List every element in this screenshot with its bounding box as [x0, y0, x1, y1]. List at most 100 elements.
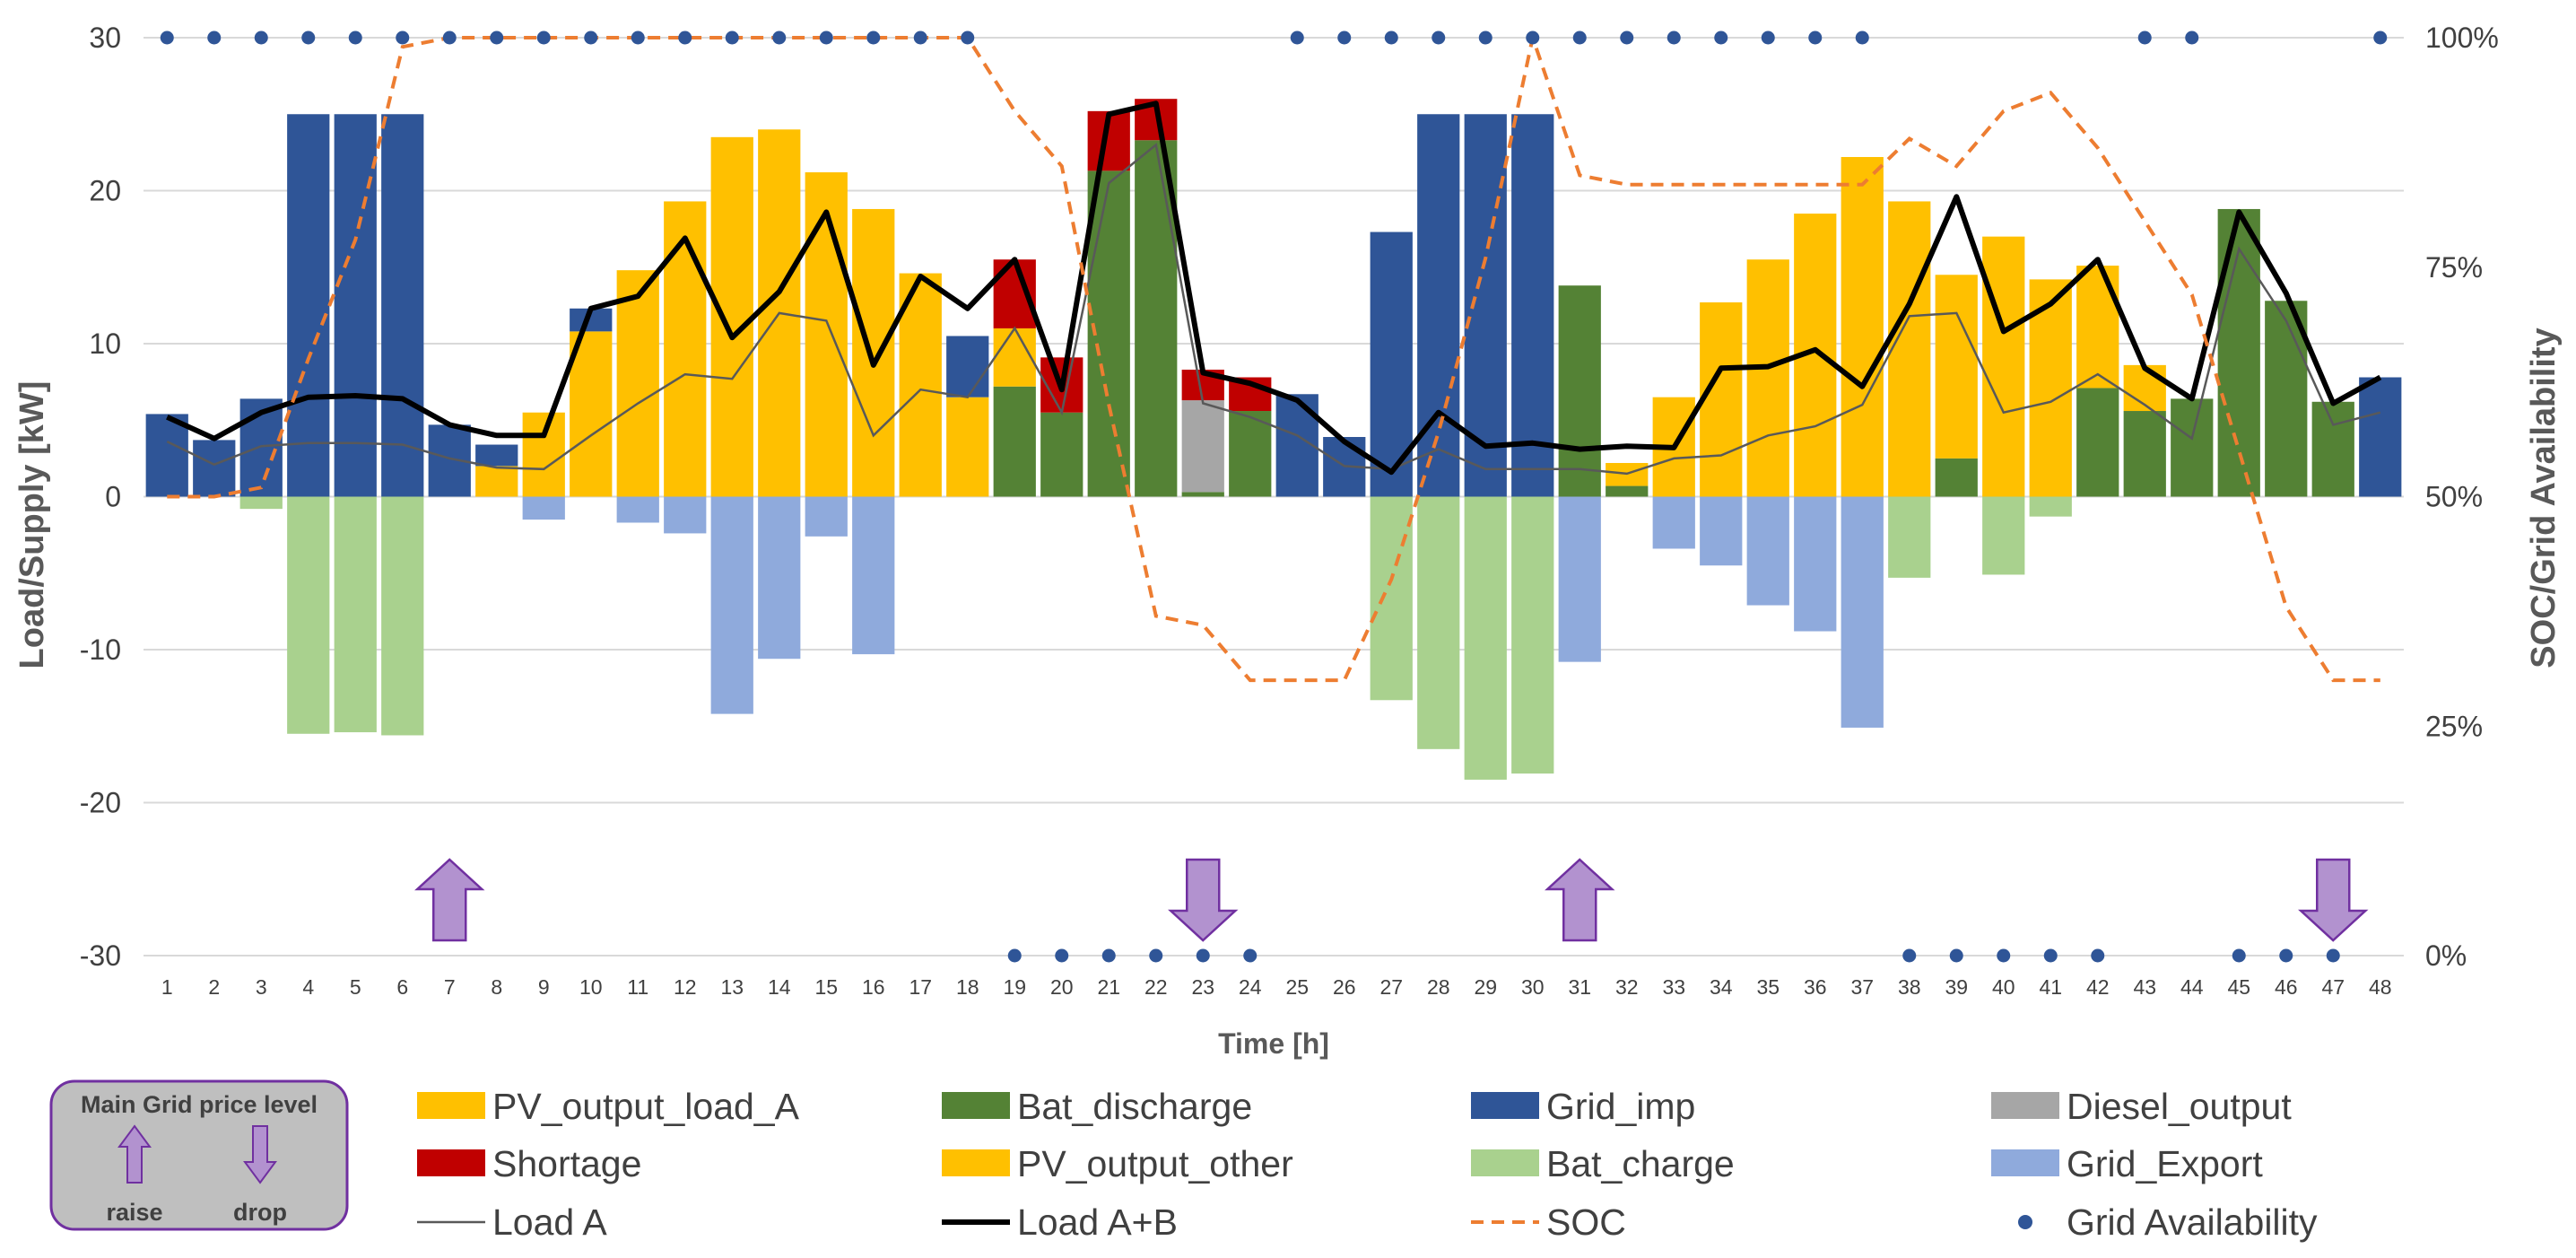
bar-grid-imp — [334, 114, 377, 497]
x-tick-label: 11 — [627, 975, 648, 999]
bar-pv-output-load-a — [1746, 259, 1789, 497]
bar-bat-charge — [1370, 496, 1413, 701]
legend: PV_output_load_A Bat_discharge Grid_imp Die… — [417, 1086, 2318, 1243]
bar-diesel-output — [1181, 400, 1224, 493]
legend-pv-output-other-swatch — [942, 1149, 1010, 1176]
grid-availability-dot — [631, 31, 645, 45]
bar-grid-export — [758, 496, 801, 660]
grid-availability-dot — [1949, 948, 1963, 963]
bar-bat-discharge — [1606, 485, 1649, 497]
x-tick-label: 8 — [491, 975, 502, 999]
bar-bat-discharge — [993, 386, 1036, 497]
grid-availability-dot — [866, 31, 881, 45]
load-a-line — [166, 143, 2381, 476]
bar-grid-export — [522, 496, 565, 520]
bar-bat-discharge — [2217, 208, 2260, 497]
grid-availability-dot — [1149, 948, 1163, 963]
legend-pv-output-load-a-swatch — [417, 1092, 485, 1119]
bar-grid-imp — [475, 444, 518, 467]
legend-grid-imp-label: Grid_imp — [1546, 1086, 1695, 1127]
x-tick-label: 14 — [768, 975, 791, 999]
grid-availability-dot — [301, 31, 316, 45]
x-tick-label: 47 — [2321, 975, 2345, 999]
x-tick-label: 36 — [1804, 975, 1827, 999]
bar-grid-export — [616, 496, 659, 523]
bar-grid-imp — [1417, 114, 1460, 497]
price-arrows — [414, 858, 2369, 942]
x-tick-label: 25 — [1285, 975, 1309, 999]
y-tick-label: 0 — [105, 481, 121, 513]
grid-availability-dot — [2279, 948, 2293, 963]
gridlines — [144, 37, 2404, 957]
grid-availability-dot — [160, 31, 174, 45]
grid-availability-dot — [961, 31, 975, 45]
x-tick-label: 1 — [161, 975, 173, 999]
y-tick-label: 30 — [89, 22, 121, 54]
grid-availability-dot — [2232, 948, 2246, 963]
y-tick-label: -10 — [80, 633, 121, 666]
legend-bat-charge-swatch — [1471, 1149, 1539, 1176]
y-tick-label: 10 — [89, 328, 121, 360]
legend-shortage-swatch — [417, 1149, 485, 1176]
bar-grid-export — [1841, 496, 1884, 728]
bar-pv-output-load-a — [710, 136, 753, 497]
x-tick-label: 40 — [1992, 975, 2015, 999]
bar-bat-charge — [287, 496, 330, 734]
x-tick-label: 23 — [1191, 975, 1214, 999]
bar-grid-export — [1652, 496, 1695, 549]
grid-availability-dot — [396, 31, 410, 45]
drop-arrow-icon — [243, 1125, 277, 1184]
bar-pv-output-load-a — [1888, 201, 1931, 497]
bar-bat-discharge — [1229, 411, 1272, 497]
bar-bat-discharge — [1040, 412, 1083, 497]
y2-tick-label: 75% — [2425, 251, 2483, 284]
grid-availability-dot — [584, 31, 598, 45]
soc-line — [167, 31, 2380, 683]
grid-availability-dot — [913, 31, 927, 45]
x-tick-label: 28 — [1427, 975, 1450, 999]
x-tick-label: 26 — [1333, 975, 1356, 999]
x-tick-label: 7 — [444, 975, 456, 999]
x-tick-label: 41 — [2039, 975, 2062, 999]
price-raise-arrow-icon — [414, 858, 485, 942]
y2-tick-label: 0% — [2425, 939, 2467, 972]
grid-availability-dot — [1196, 948, 1210, 963]
bar-pv-output-load-a — [475, 466, 518, 497]
left-y-axis-ticks: 30 20 10 0 -10 -20 -30 — [80, 22, 121, 972]
legend-shortage-label: Shortage — [492, 1143, 641, 1184]
legend-load-a-b-label: Load A+B — [1017, 1201, 1178, 1243]
bar-bat-charge — [1888, 496, 1931, 578]
x-axis-title: Time [h] — [1218, 1027, 1329, 1060]
x-tick-label: 12 — [674, 975, 697, 999]
grid-availability-dot — [2326, 948, 2340, 963]
bar-bat-discharge — [2171, 398, 2214, 497]
x-tick-label: 48 — [2369, 975, 2392, 999]
y-tick-label: -20 — [80, 787, 121, 819]
x-tick-label: 22 — [1144, 975, 1168, 999]
x-tick-label: 37 — [1850, 975, 1874, 999]
grid-availability-dot — [1667, 31, 1681, 45]
bar-pv-output-load-a — [1982, 236, 2025, 497]
x-tick-label: 39 — [1945, 975, 1968, 999]
legend-grid-export-swatch — [1991, 1149, 2059, 1176]
grid-availability-dot — [1384, 31, 1398, 45]
legend-pv-output-other-label: PV_output_other — [1017, 1143, 1293, 1184]
grid-availability-dot — [1101, 948, 1116, 963]
price-drop-arrow-icon — [1168, 858, 1239, 942]
grid-availability-dot — [1572, 31, 1587, 45]
grid-availability-dot — [207, 31, 222, 45]
grid-availability-dot — [2091, 948, 2105, 963]
bar-grid-export — [1746, 496, 1789, 606]
x-tick-label: 46 — [2275, 975, 2298, 999]
grid-availability-dot — [1055, 948, 1069, 963]
x-tick-label: 32 — [1615, 975, 1639, 999]
x-tick-label: 15 — [814, 975, 838, 999]
grid-availability-dot — [1620, 31, 1634, 45]
bar-bat-discharge — [2265, 301, 2308, 497]
lines-layer — [166, 31, 2382, 683]
x-tick-label: 43 — [2133, 975, 2156, 999]
grid-availability-dot — [1290, 31, 1304, 45]
legend-bat-discharge-label: Bat_discharge — [1017, 1086, 1252, 1127]
grid-availability-dot — [725, 31, 739, 45]
grid-availability-dot — [1761, 31, 1775, 45]
